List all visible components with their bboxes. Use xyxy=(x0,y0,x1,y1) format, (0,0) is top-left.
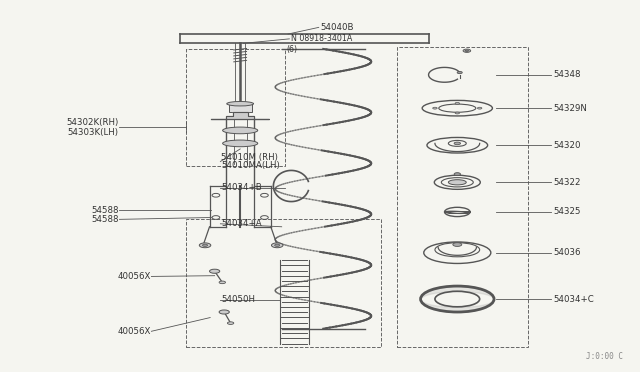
Ellipse shape xyxy=(454,142,461,145)
Text: J:0:00 C: J:0:00 C xyxy=(586,352,623,361)
Text: N 08918-3401A: N 08918-3401A xyxy=(291,34,353,44)
Ellipse shape xyxy=(275,244,280,246)
Polygon shape xyxy=(211,112,269,119)
Text: 54034+A: 54034+A xyxy=(221,219,262,228)
Text: 54034+B: 54034+B xyxy=(221,183,262,192)
Ellipse shape xyxy=(454,173,461,176)
Ellipse shape xyxy=(219,281,225,284)
Ellipse shape xyxy=(457,71,462,74)
Bar xyxy=(397,47,527,347)
Ellipse shape xyxy=(209,269,220,273)
Text: (6): (6) xyxy=(287,45,298,54)
Ellipse shape xyxy=(223,127,258,134)
Text: 54010M (RH): 54010M (RH) xyxy=(221,153,278,161)
Bar xyxy=(186,219,381,347)
Bar xyxy=(186,49,285,166)
Text: 54348: 54348 xyxy=(553,70,580,79)
Text: 54320: 54320 xyxy=(553,141,580,150)
Ellipse shape xyxy=(219,310,229,314)
Ellipse shape xyxy=(223,140,258,147)
Ellipse shape xyxy=(455,112,460,114)
Ellipse shape xyxy=(455,102,460,104)
Ellipse shape xyxy=(202,244,207,246)
Ellipse shape xyxy=(477,107,482,109)
Text: 40056X: 40056X xyxy=(117,272,151,281)
Text: 54588: 54588 xyxy=(92,215,119,224)
Text: 54302K(RH): 54302K(RH) xyxy=(67,118,119,127)
Ellipse shape xyxy=(227,322,234,324)
Text: 54329N: 54329N xyxy=(553,104,587,113)
Ellipse shape xyxy=(227,102,253,106)
Bar xyxy=(228,104,252,112)
Ellipse shape xyxy=(463,49,470,52)
Ellipse shape xyxy=(453,243,462,246)
Text: 40056X: 40056X xyxy=(117,327,151,336)
Text: 54034+C: 54034+C xyxy=(553,295,594,304)
Text: 54325: 54325 xyxy=(553,208,580,217)
Text: 54322: 54322 xyxy=(553,178,580,187)
Text: 54303K(LH): 54303K(LH) xyxy=(68,128,119,137)
Ellipse shape xyxy=(271,243,283,248)
Text: 54036: 54036 xyxy=(553,248,580,257)
Ellipse shape xyxy=(449,180,467,185)
Text: 54050H: 54050H xyxy=(221,295,255,304)
Text: 54040B: 54040B xyxy=(320,23,353,32)
Ellipse shape xyxy=(465,50,468,51)
Text: 54010MA(LH): 54010MA(LH) xyxy=(221,161,280,170)
Text: 54588: 54588 xyxy=(92,206,119,215)
Ellipse shape xyxy=(199,243,211,248)
Ellipse shape xyxy=(433,107,437,109)
